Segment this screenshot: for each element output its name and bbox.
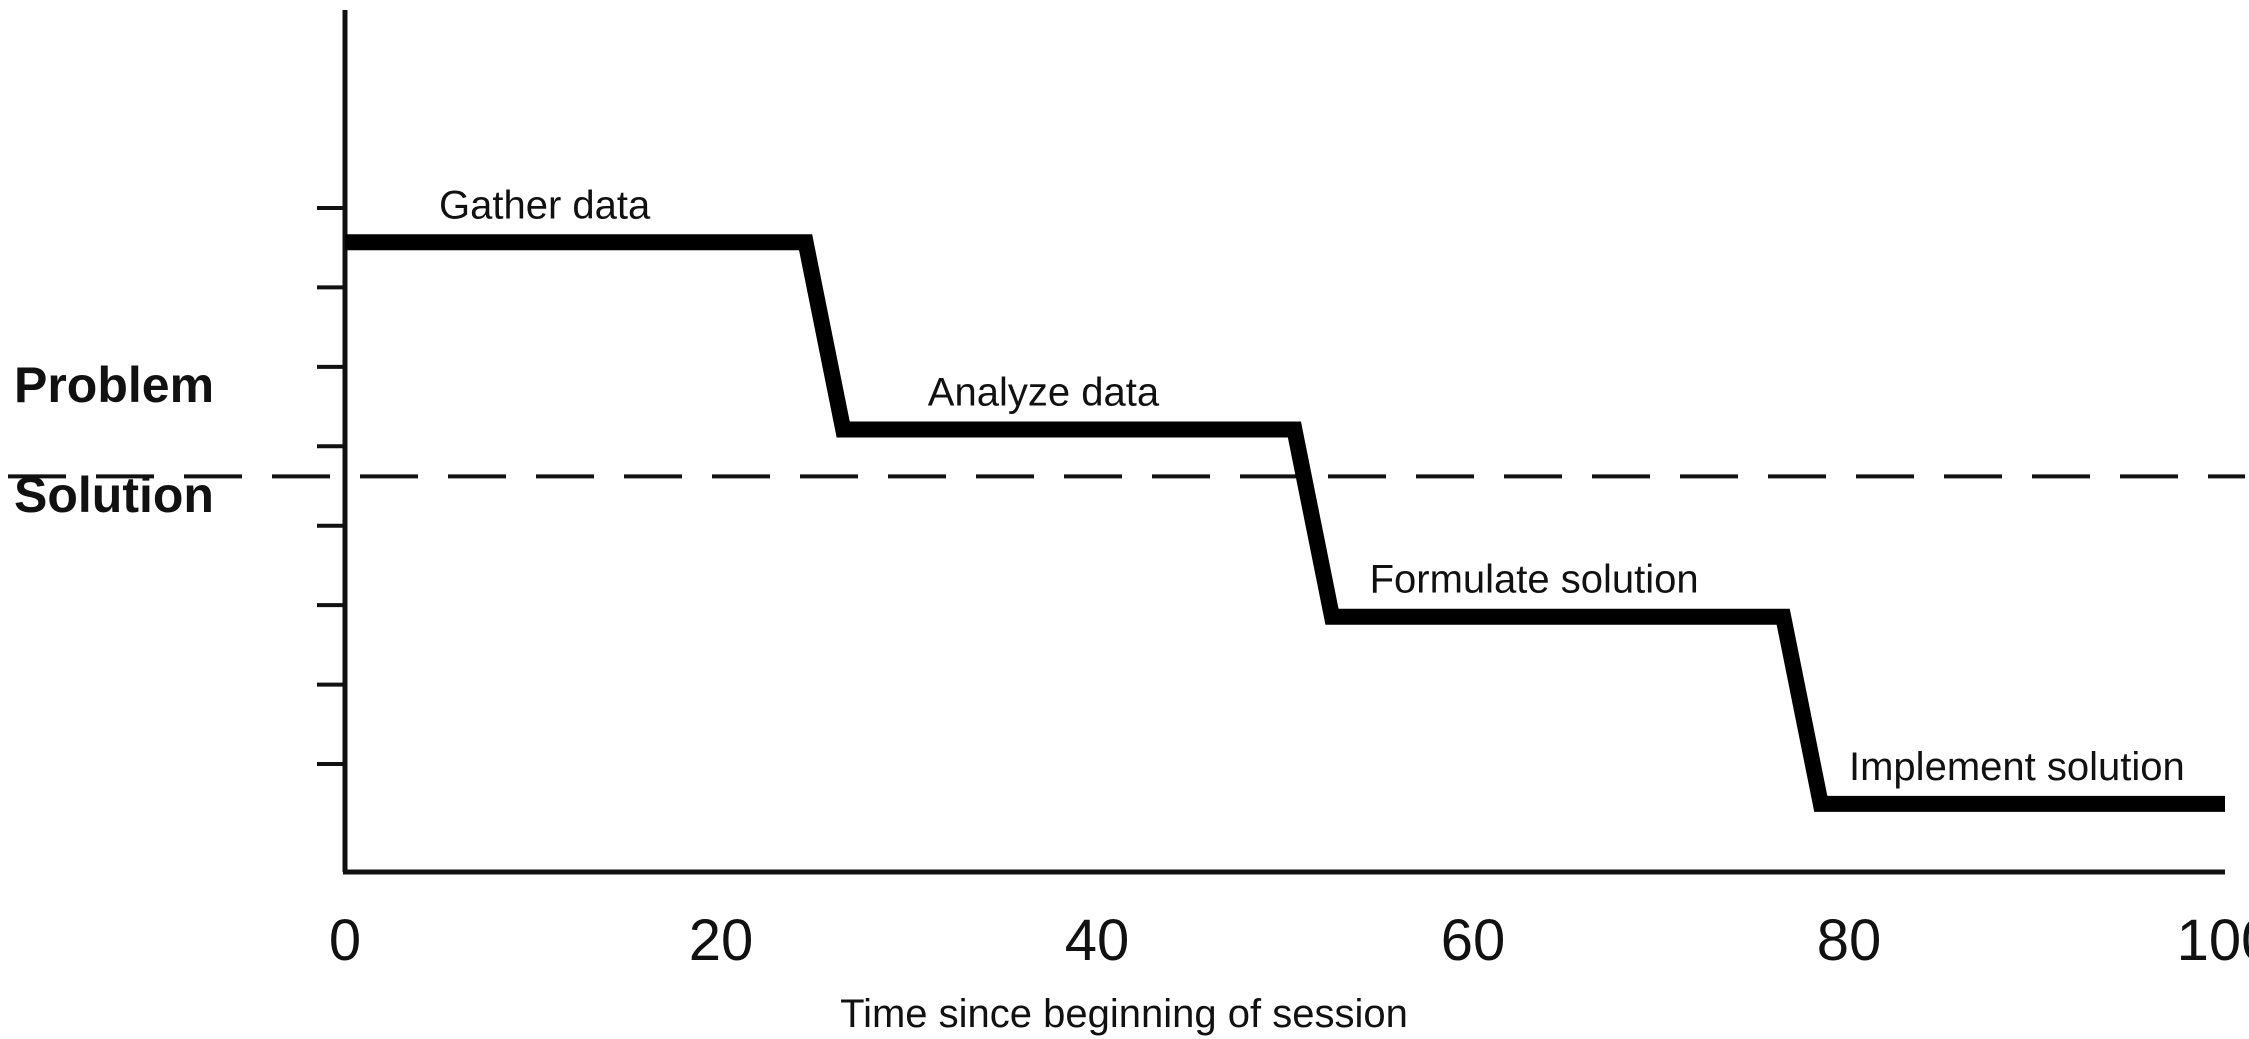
x-tick-label: 40 [1065, 908, 1130, 973]
x-tick-label: 0 [329, 908, 361, 973]
step-label: Analyze data [928, 371, 1160, 415]
y-ticks [317, 206, 347, 766]
x-tick-label: 60 [1441, 908, 1506, 973]
x-tick-label: 20 [689, 908, 754, 973]
x-tick-labels: 0 20 40 60 80 100 [329, 908, 2249, 973]
step-label: Formulate solution [1370, 558, 1699, 602]
axes [342, 10, 2225, 875]
region-label-problem: Problem [14, 357, 214, 413]
step-labels: Gather data Analyze data Formulate solutio… [439, 183, 2185, 789]
series-line [345, 234, 2225, 812]
series [345, 234, 2225, 812]
x-tick-label: 80 [1817, 908, 1882, 973]
x-tick-label: 100 [2177, 908, 2249, 973]
step-label: Implement solution [1849, 745, 2185, 789]
x-axis-title: Time since beginning of session [840, 992, 1408, 1036]
region-label-solution: Solution [14, 467, 214, 523]
step-label: Gather data [439, 183, 651, 227]
